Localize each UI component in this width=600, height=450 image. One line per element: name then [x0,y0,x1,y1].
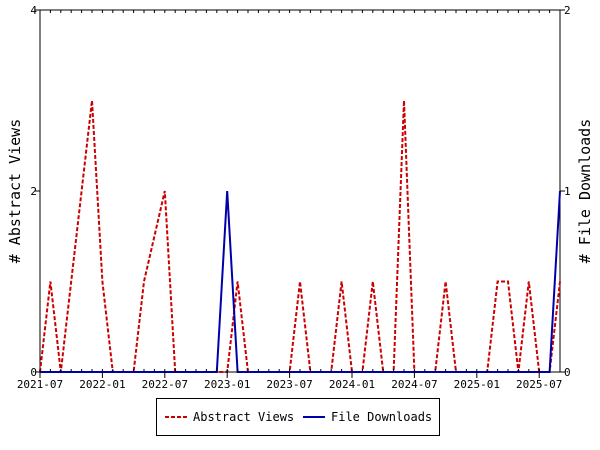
plot-area [39,9,561,373]
x-tick-label: 2023-01 [204,378,250,391]
x-tick-label: 2024-07 [391,378,437,391]
y2-tick-label: 2 [564,4,571,17]
legend-swatch-solid-blue [303,416,325,418]
x-tick-label: 2022-07 [142,378,188,391]
y-axis-title: # Abstract Views [6,119,24,264]
legend-item-file-downloads: File Downloads [303,410,432,424]
x-tick-label: 2023-07 [266,378,312,391]
y-tick-label: 2 [30,185,37,198]
x-tick-label: 2021-07 [17,378,63,391]
x-tick-label: 2025-01 [454,378,500,391]
x-tick-label: 2022-01 [79,378,125,391]
x-tick-label: 2025-07 [516,378,562,391]
legend: Abstract Views File Downloads [156,398,440,436]
y2-tick-label: 1 [564,185,571,198]
legend-label-file-downloads: File Downloads [331,410,433,424]
x-tick-label: 2024-01 [329,378,375,391]
legend-label-abstract-views: Abstract Views [193,410,295,424]
y2-tick-label: 0 [564,366,571,379]
y2-axis-title: # File Downloads [576,119,594,264]
y-tick-label: 0 [30,366,37,379]
y-tick-label: 4 [30,4,37,17]
legend-item-abstract-views: Abstract Views [165,410,294,424]
legend-swatch-dashed-red [165,416,187,418]
